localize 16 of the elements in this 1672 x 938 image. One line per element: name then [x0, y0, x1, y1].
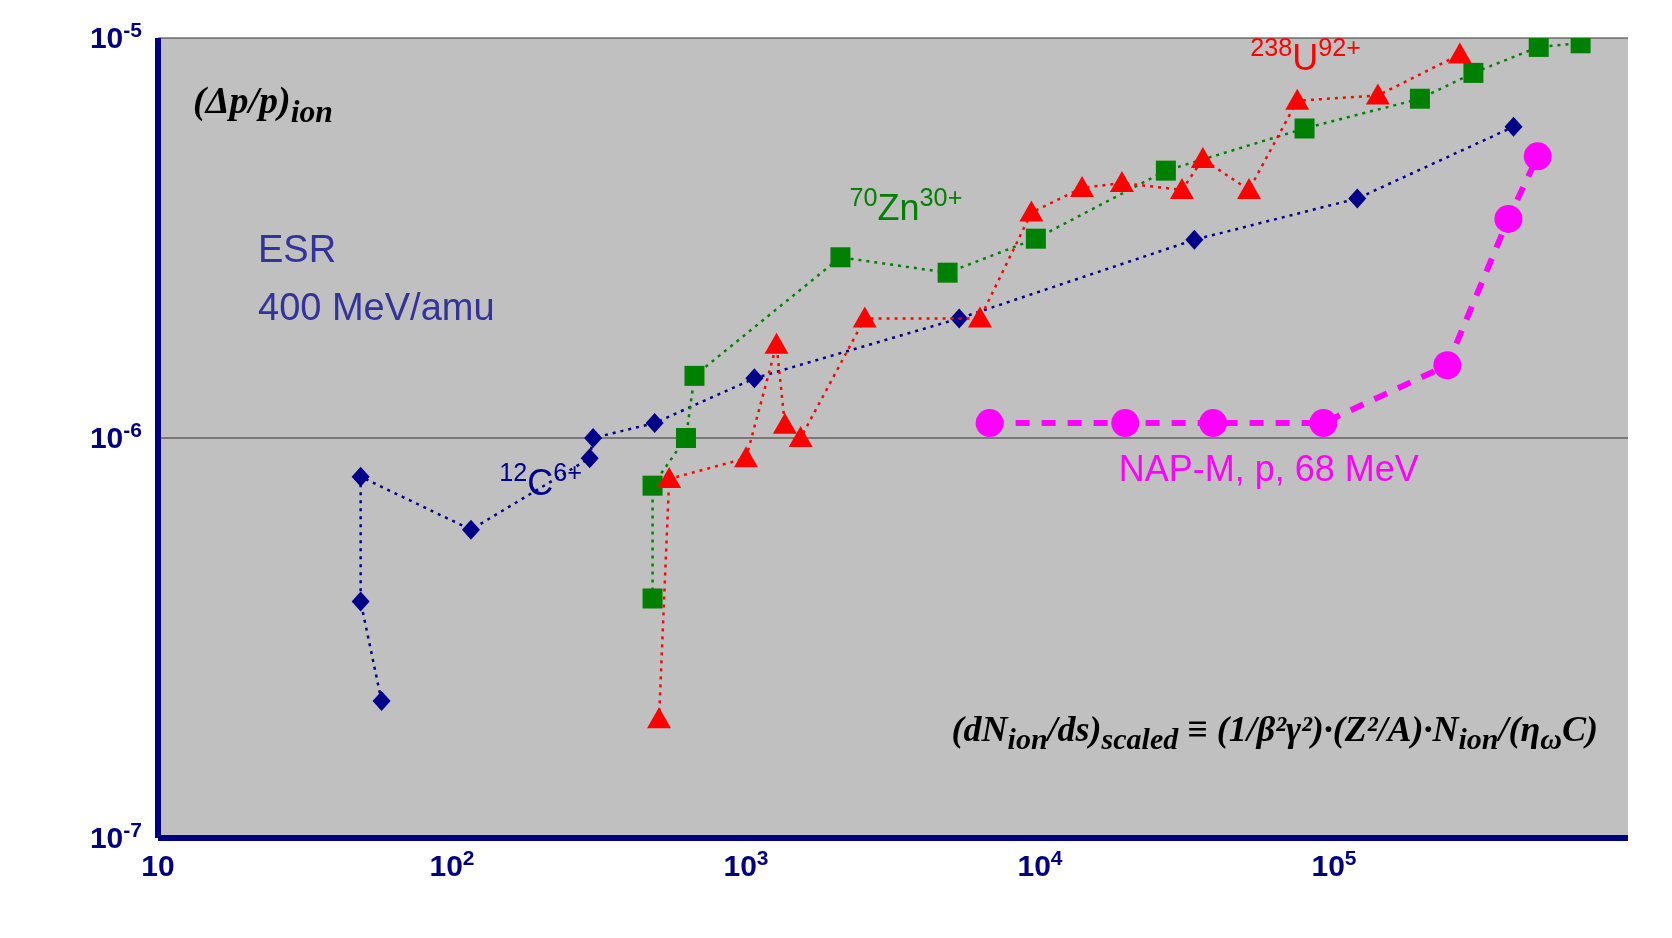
series-label: NAP-M, p, 68 MeV [1118, 448, 1419, 490]
y-tick-label: 10$^{-5}$ [89, 17, 143, 54]
x-tick-label: 10$^{5}$ [1311, 845, 1357, 882]
x-tick-label: 10$^{2}$ [429, 845, 475, 882]
series-label: $^{238}$U$^{92+}$ [1250, 33, 1361, 79]
x-tick-label: 10$^{3}$ [723, 845, 769, 882]
x-tick-label: 10 [141, 849, 175, 882]
y-tick-label: 10$^{-6}$ [89, 417, 142, 454]
series-label: $^{12}$C$^{6+}$ [499, 458, 582, 504]
series-label: $^{70}$Zn$^{30+}$ [849, 183, 963, 229]
text: (dN$_{ion}$/ds)$_{scaled}$ ≡ (1/β²γ²)·(Z²/A)·N$_{ion}$/(η$_{ω}$C) [951, 709, 1598, 756]
ylabel: (Δp/p)$_{ion}$ [193, 78, 333, 130]
y-tick-label: 10$^{-7}$ [89, 817, 142, 854]
annotation: 400 MeV/amu [258, 286, 495, 329]
annotation: ESR [258, 228, 337, 271]
x-tick-label: 10$^{4}$ [1017, 845, 1063, 882]
